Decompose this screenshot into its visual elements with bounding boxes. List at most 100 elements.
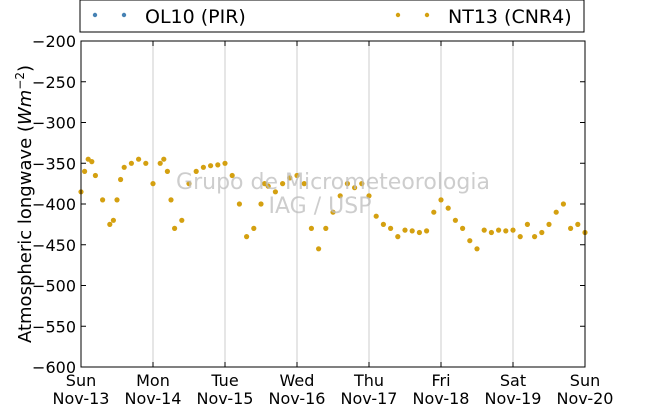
data-point-nt13-cnr4 — [460, 225, 466, 231]
x-tick-label-day: Fri — [431, 371, 450, 390]
data-point-nt13-cnr4 — [395, 234, 401, 240]
data-point-nt13-cnr4 — [524, 221, 531, 227]
data-point-nt13-cnr4 — [150, 181, 156, 187]
legend-label-ol10: OL10 (PIR) — [145, 6, 246, 28]
data-point-nt13-cnr4 — [294, 172, 300, 179]
y-axis: −200 −250 −300 −350 −400 −450 −500 −550 −600 — [32, 32, 585, 377]
data-point-nt13-cnr4 — [560, 201, 567, 207]
data-point-nt13-cnr4 — [546, 221, 552, 227]
data-point-nt13-cnr4 — [251, 225, 257, 231]
x-tick-label-day: Thu — [353, 371, 384, 390]
legend: OL10 (PIR) NT13 (CNR4) — [79, 0, 585, 33]
legend-frame — [79, 0, 585, 33]
data-point-nt13-cnr4 — [110, 217, 116, 223]
legend-marker-nt13 — [424, 12, 430, 18]
x-tick-label-date: Nov-15 — [197, 389, 254, 408]
data-point-nt13-cnr4 — [301, 181, 307, 187]
y-tick-label: −400 — [32, 195, 76, 214]
data-point-nt13-cnr4 — [481, 227, 487, 233]
data-point-nt13-cnr4 — [503, 228, 509, 234]
data-point-nt13-cnr4 — [359, 181, 365, 187]
x-tick-label-day: Mon — [136, 371, 170, 390]
data-point-nt13-cnr4 — [438, 197, 444, 203]
data-point-nt13-cnr4 — [287, 175, 293, 181]
data-point-nt13-cnr4 — [100, 197, 106, 203]
data-point-nt13-cnr4 — [568, 225, 574, 231]
x-tick-label-date: Nov-17 — [341, 389, 398, 408]
data-point-nt13-cnr4 — [172, 225, 178, 231]
data-point-nt13-cnr4 — [510, 227, 516, 233]
x-tick-label-date: Nov-18 — [413, 389, 470, 408]
x-tick-label-date: Nov-16 — [269, 389, 326, 408]
watermark-line-1: Grupo de Micrometeorologia — [176, 170, 490, 195]
data-point-nt13-cnr4 — [517, 234, 523, 240]
data-point-nt13-cnr4 — [121, 164, 127, 170]
data-point-nt13-cnr4 — [193, 168, 199, 174]
plot-area — [81, 41, 585, 367]
data-point-nt13-cnr4 — [136, 156, 142, 162]
data-point-nt13-cnr4 — [82, 168, 88, 174]
data-point-nt13-cnr4 — [128, 160, 134, 166]
y-tick-label: −500 — [32, 277, 76, 296]
legend-label-nt13: NT13 (CNR4) — [448, 6, 572, 28]
x-tick-label-day: Tue — [210, 371, 238, 390]
data-point-nt13-cnr4 — [258, 201, 264, 207]
data-point-nt13-cnr4 — [366, 193, 372, 199]
data-point-nt13-cnr4 — [308, 225, 314, 231]
data-point-nt13-cnr4 — [323, 225, 329, 231]
y-tick-label: −200 — [32, 32, 76, 51]
y-axis-label-text: Atmospheric longwave ( — [15, 125, 36, 343]
data-point-nt13-cnr4 — [200, 164, 206, 170]
y-tick-label: −250 — [32, 73, 76, 92]
data-point-nt13-cnr4 — [179, 217, 185, 223]
data-point-nt13-cnr4 — [575, 221, 581, 227]
y-axis-label-unit: Wm — [15, 90, 36, 125]
y-tick-label: −350 — [32, 154, 76, 173]
data-point-nt13-cnr4 — [208, 163, 214, 169]
watermark-line-2: IAG / USP — [269, 194, 372, 219]
data-point-nt13-cnr4 — [467, 238, 473, 244]
data-point-nt13-cnr4 — [416, 229, 422, 236]
data-point-nt13-cnr4 — [161, 156, 167, 162]
data-point-nt13-cnr4 — [186, 181, 192, 187]
data-points — [78, 156, 588, 252]
y-axis-label: Atmospheric longwave (Wm−2) — [13, 65, 36, 343]
data-point-nt13-cnr4 — [89, 159, 95, 165]
data-point-nt13-cnr4 — [402, 227, 408, 233]
y-tick-label: −600 — [32, 358, 76, 377]
data-point-nt13-cnr4 — [380, 221, 386, 227]
data-point-nt13-cnr4 — [168, 197, 174, 203]
data-point-nt13-cnr4 — [265, 183, 271, 189]
x-tick-label-day: Wed — [280, 371, 315, 390]
data-point-nt13-cnr4 — [496, 227, 502, 233]
data-point-nt13-cnr4 — [474, 246, 480, 252]
data-point-nt13-cnr4 — [164, 168, 170, 174]
data-point-nt13-cnr4 — [330, 209, 336, 215]
watermark: Grupo de Micrometeorologia IAG / USP — [176, 170, 490, 219]
y-axis-label-exponent: −2 — [13, 72, 27, 90]
x-tick-label-date: Nov-14 — [125, 389, 182, 408]
y-axis-label-close: ) — [15, 65, 36, 72]
data-point-nt13-cnr4 — [488, 229, 494, 236]
data-point-nt13-cnr4 — [114, 197, 120, 203]
data-point-nt13-cnr4 — [229, 172, 235, 179]
data-point-nt13-cnr4 — [539, 229, 545, 236]
x-gridlines — [152, 41, 514, 367]
x-tick-label-date: Nov-20 — [557, 389, 614, 408]
data-point-nt13-cnr4 — [452, 217, 458, 223]
data-point-nt13-cnr4 — [222, 160, 228, 166]
legend-marker-ol10 — [92, 12, 98, 18]
y-tick-label: −450 — [32, 236, 76, 255]
x-axis: SunNov-13MonNov-14TueNov-15WedNov-16ThuN… — [53, 41, 614, 408]
data-point-nt13-cnr4 — [280, 181, 286, 187]
data-point-nt13-cnr4 — [431, 209, 437, 215]
data-point-nt13-cnr4 — [107, 221, 113, 227]
data-point-nt13-cnr4 — [445, 205, 451, 211]
y-tick-label: −550 — [32, 317, 76, 336]
legend-marker-ol10 — [121, 12, 127, 18]
data-point-nt13-cnr4 — [532, 234, 538, 240]
x-tick-label-day: Sun — [570, 371, 600, 390]
data-point-nt13-cnr4 — [344, 181, 350, 187]
data-point-nt13-cnr4 — [244, 234, 250, 240]
